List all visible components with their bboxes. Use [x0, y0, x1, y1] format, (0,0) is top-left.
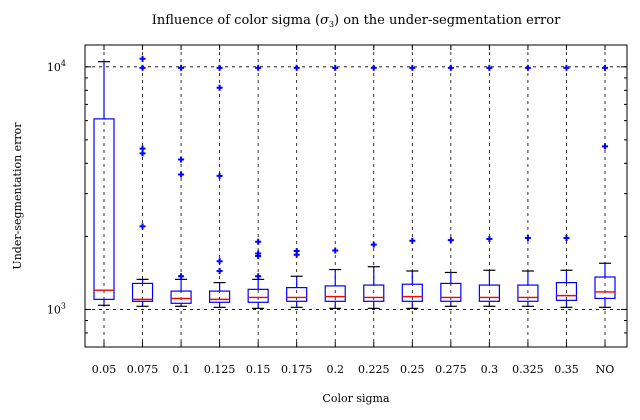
x-tick-label: 0.05: [92, 363, 117, 376]
outlier-marker: [370, 64, 377, 71]
x-tick-label: 0.125: [204, 363, 236, 376]
outlier-marker: [602, 64, 608, 71]
box-0.35: [555, 64, 578, 308]
outlier-marker: [178, 64, 185, 71]
iqr-box: [363, 284, 385, 302]
iqr-box: [594, 276, 616, 300]
outlier-marker: [216, 64, 223, 71]
outlier-marker: [178, 171, 185, 178]
iqr-box: [131, 282, 154, 302]
outlier-marker: [216, 172, 223, 179]
axis-ticks: 103 104 0.05 0.075 0.1 0.125 0.15 0.175 0.2 0.225…: [47, 45, 627, 376]
outlier-marker: [139, 64, 146, 71]
outlier-marker: [139, 223, 146, 230]
iqr-box: [286, 287, 308, 302]
x-tick-label: 0.25: [400, 363, 425, 376]
y-tick-label: 104: [47, 59, 66, 74]
x-tick-label: 0.275: [435, 363, 467, 376]
outlier-marker: [486, 236, 493, 243]
outlier-marker: [178, 273, 185, 280]
x-tick-label: 0.175: [281, 363, 313, 376]
iqr-box: [555, 281, 578, 301]
iqr-box: [517, 284, 539, 302]
iqr-box: [478, 284, 500, 302]
box-0.3: [478, 64, 500, 307]
box-0.325: [517, 64, 539, 307]
outlier-marker: [563, 234, 570, 241]
box-0.2: [324, 64, 346, 309]
box-0.15: [247, 64, 269, 309]
outlier-marker: [139, 145, 146, 152]
outlier-marker: [255, 273, 262, 280]
outlier-marker: [255, 250, 262, 257]
plot-frame: [84, 44, 628, 348]
chart-title: Influence of color sigma (σ3) on the und…: [152, 13, 561, 29]
box-0.125: [209, 64, 231, 308]
x-tick-label: 0.15: [246, 363, 271, 376]
outlier-marker: [255, 64, 262, 71]
outlier-marker: [486, 64, 493, 71]
iqr-box: [209, 290, 231, 303]
box-0.225: [363, 64, 385, 309]
iqr-box: [247, 288, 269, 303]
outlier-marker: [216, 84, 223, 91]
outlier-marker: [409, 237, 416, 244]
outlier-marker: [216, 268, 223, 274]
box-0.05: [93, 61, 115, 306]
outlier-marker: [409, 64, 416, 71]
outlier-marker: [255, 238, 262, 245]
box-0.1: [170, 64, 192, 307]
x-tick-label: 0.2: [326, 363, 344, 376]
outlier-marker: [524, 64, 531, 71]
outlier-marker: [293, 64, 300, 71]
iqr-box: [324, 285, 346, 302]
outlier-marker: [139, 55, 146, 62]
outlier-marker: [178, 156, 185, 163]
iqr-box: [401, 283, 423, 302]
iqr-box: [170, 290, 192, 304]
x-axis-label: Color sigma: [322, 392, 390, 405]
iqr-box: [440, 282, 462, 302]
boxes: [93, 55, 616, 309]
outlier-marker: [524, 234, 531, 241]
y-tick-label: 103: [47, 301, 66, 316]
x-tick-label: NO: [596, 363, 615, 376]
box-0.175: [286, 64, 308, 308]
x-tick-label: 0.075: [127, 363, 159, 376]
box-0.075: [131, 55, 154, 307]
outlier-marker: [332, 64, 339, 71]
x-tick-label: 0.325: [512, 363, 544, 376]
outlier-marker: [332, 247, 339, 254]
outlier-marker: [370, 241, 377, 248]
outlier-marker: [563, 64, 570, 71]
x-tick-label: 0.1: [172, 363, 190, 376]
box-NO: [594, 64, 616, 308]
outlier-marker: [293, 248, 300, 255]
x-tick-label: 0.225: [358, 363, 390, 376]
grid-lines: [85, 45, 627, 347]
box-0.275: [440, 64, 462, 307]
outlier-marker: [447, 237, 454, 244]
outlier-marker: [216, 258, 223, 265]
outlier-marker: [602, 143, 608, 150]
x-tick-label: 0.3: [481, 363, 499, 376]
iqr-box: [93, 118, 115, 300]
outlier-marker: [447, 64, 454, 71]
box-0.25: [401, 64, 423, 309]
y-axis-label: Under-segmentation error: [11, 122, 24, 270]
x-tick-label: 0.35: [554, 363, 579, 376]
